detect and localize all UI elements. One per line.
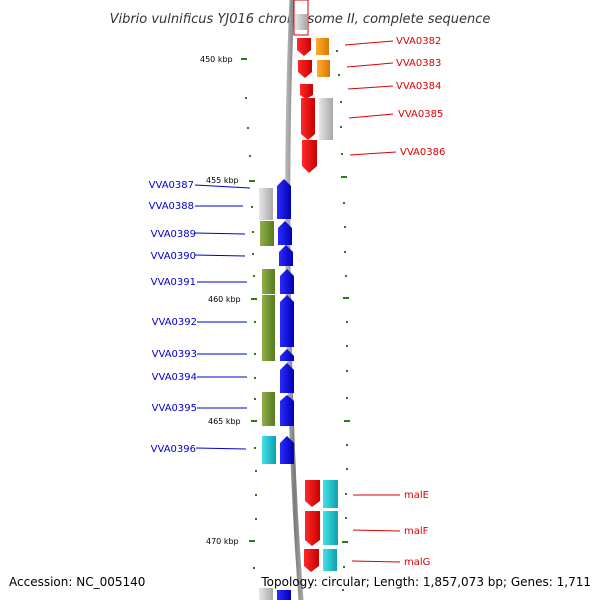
- gene-label-vva0385[interactable]: VVA0385: [398, 109, 443, 120]
- gene-block-malf: [305, 511, 320, 546]
- gene-block-vva0392-green: [262, 295, 275, 361]
- topology-text: Topology: circular; Length: 1,857,073 bp…: [260, 575, 591, 589]
- gene-label-vva0384[interactable]: VVA0384: [396, 81, 441, 92]
- kbp-label-470: 470 kbp: [206, 537, 239, 546]
- gene-label-vva0382[interactable]: VVA0382: [396, 36, 441, 47]
- reverse-gene-blocks: [259, 179, 294, 600]
- gene-block-vva0383-orange: [317, 60, 330, 77]
- kbp-label-450: 450 kbp: [200, 55, 233, 64]
- gene-label-vva0393[interactable]: VVA0393: [152, 349, 197, 360]
- gene-label-vva0395[interactable]: VVA0395: [152, 403, 197, 414]
- gene-label-vva0391[interactable]: VVA0391: [151, 277, 196, 288]
- gene-block-malg-cyan: [323, 549, 337, 571]
- gene-block-vva0382: [297, 38, 311, 56]
- gene-block-vva0389: [278, 221, 292, 245]
- gene-block-vva0385: [301, 98, 315, 140]
- gene-block-vva0395: [280, 395, 294, 426]
- gene-block-vva0385-grey: [319, 98, 333, 140]
- gene-block-vva0396-cyan: [262, 436, 276, 464]
- gene-block-vva0389-green: [260, 221, 274, 246]
- gene-label-malg[interactable]: malG: [404, 557, 430, 568]
- kbp-label-465: 465 kbp: [208, 417, 241, 426]
- gene-block-vva0388-grey: [259, 188, 273, 220]
- gene-block-vva0386: [302, 140, 317, 173]
- gene-label-vva0389[interactable]: VVA0389: [151, 229, 196, 240]
- accession-text: Accession: NC_005140: [9, 575, 145, 589]
- gene-block-male-cyan: [323, 480, 338, 508]
- reverse-gene-labels: VVA0387 VVA0388 VVA0389 VVA0390 VVA0391 …: [149, 180, 197, 455]
- forward-gene-leaders: [344, 40, 401, 563]
- gene-block-vva0382-orange: [316, 38, 329, 55]
- gene-block-malg: [304, 549, 319, 572]
- gene-label-vva0390[interactable]: VVA0390: [151, 251, 196, 262]
- gene-block-vva0391-green: [262, 269, 275, 294]
- kbp-label-455: 455 kbp: [206, 176, 239, 185]
- gene-block-vva0396: [280, 436, 294, 464]
- gene-block-vva0387-88: [277, 179, 291, 219]
- gene-block-vva0393: [280, 349, 294, 361]
- gene-label-vva0386[interactable]: VVA0386: [400, 147, 445, 158]
- gene-block-vva0391: [280, 269, 294, 294]
- kbp-label-460: 460 kbp: [208, 295, 241, 304]
- gene-block-vva0390: [279, 245, 293, 266]
- forward-gene-labels: VVA0382 VVA0383 VVA0384 VVA0385 VVA0386 …: [396, 36, 445, 568]
- gene-block-partial-fill: [295, 14, 307, 30]
- gene-block-malf-cyan: [323, 511, 338, 545]
- gene-label-malf[interactable]: malF: [404, 526, 429, 537]
- gene-label-vva0387[interactable]: VVA0387: [149, 180, 194, 191]
- gene-label-vva0383[interactable]: VVA0383: [396, 58, 441, 69]
- gene-block-vva0395-green: [262, 392, 275, 426]
- gene-block-vva0394: [280, 363, 294, 393]
- gene-block-vva0384: [300, 84, 313, 99]
- gene-block-bottom-blue: [277, 590, 291, 600]
- gene-label-male[interactable]: malE: [404, 490, 429, 501]
- reverse-gene-leaders: [194, 184, 251, 450]
- gene-block-bottom-grey: [259, 588, 273, 600]
- gene-block-vva0392: [280, 295, 294, 347]
- tick-marks: [241, 50, 350, 591]
- gene-label-vva0388[interactable]: VVA0388: [149, 201, 194, 212]
- gene-block-vva0383: [298, 60, 312, 78]
- gene-block-male: [305, 480, 320, 507]
- gene-label-vva0394[interactable]: VVA0394: [152, 372, 197, 383]
- gene-label-vva0392[interactable]: VVA0392: [152, 317, 197, 328]
- gene-label-vva0396[interactable]: VVA0396: [151, 444, 196, 455]
- forward-gene-blocks: [293, 0, 338, 572]
